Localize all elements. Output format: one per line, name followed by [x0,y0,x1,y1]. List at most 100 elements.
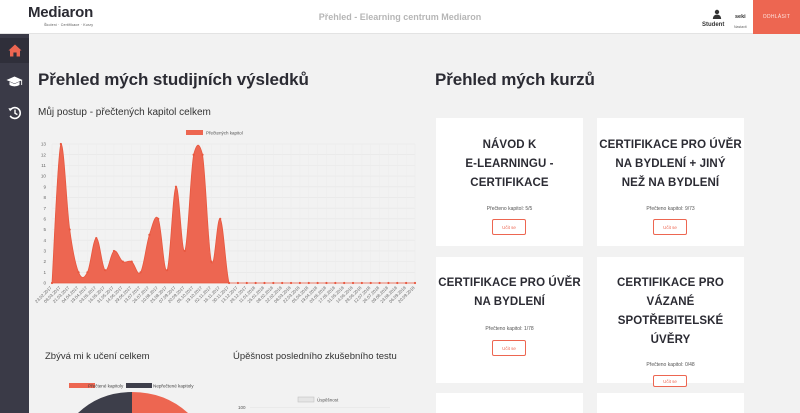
home-icon [8,44,21,57]
chart-point [351,281,355,285]
chart-point [369,281,372,285]
y-tick-label: 1 [43,270,46,275]
chart-point [201,153,204,156]
sidebar-item-home[interactable] [0,38,29,63]
y-tick-label: 5 [43,227,46,232]
bar-legend-swatch [297,396,315,403]
chart-point [121,260,124,263]
user-settings-link[interactable]: Nastavit [734,25,747,29]
sidebar-item-courses[interactable] [0,69,29,94]
chart-point [139,271,142,274]
chart-point [298,281,302,285]
logo-tagline: Školení · Certifikace · Kurzy [44,23,94,27]
pie-slice-unread [78,392,132,413]
learn-button[interactable]: Učit se [492,340,526,356]
success-bar-chart: Úspěšnost 100 [238,396,390,410]
y-tick-label: 8 [43,195,46,200]
sidebar [0,34,29,413]
chart-point [281,281,284,285]
chart-point [59,142,62,146]
course-title-line: ÚVĚRY [650,334,691,346]
course-card: CERTIFIKACE PRO ÚVĚR NA BYDLENÍ + JINÝ N… [597,118,744,246]
learn-button[interactable]: Učit se [653,219,687,235]
y-tick-label: 4 [43,238,46,243]
pie-legend-unread: Nepřečtené kapitoly [153,383,194,388]
y-tick-label: 13 [41,142,47,147]
course-title-line: NEŽ NA BYDLENÍ [621,177,720,189]
sidebar-item-history[interactable] [0,100,29,125]
chart-point [174,185,178,188]
chart-point [378,281,381,285]
course-title-line: NA BYDLENÍ [474,296,545,308]
history-icon [7,106,21,119]
chart-point [95,236,98,240]
course-title-line: VÁZANÉ [646,296,695,308]
legend-swatch [186,130,203,135]
chart-point [227,281,231,285]
course-card-partial [597,393,744,413]
legend-label: Přečtených kapitol [206,131,243,136]
chart-point [405,281,408,285]
logout-button[interactable]: ODHLÁSIT [753,0,800,34]
y-tick-label: 0 [43,281,46,286]
course-progress: Přečteno kapitol: 0/48 [646,362,695,368]
success-title: Úpěšnost posledního zkušebního testu [233,351,397,362]
bar-legend-label: Úspěšnost [317,397,339,403]
user-icon[interactable] [712,9,722,19]
chart-point [157,217,160,220]
chart-point [210,260,213,263]
chart-point [148,233,151,236]
chart-point [316,281,319,285]
course-title-line: CERTIFIKACE PRO ÚVĚR [438,277,581,289]
pie-slice-read [132,392,188,413]
course-title-line: SPOTŘEBITELSKÉ [617,315,724,327]
course-title[interactable]: CERTIFIKACE PRO ÚVĚR NA BYDLENÍ [436,274,583,312]
chart-point [68,228,71,231]
learn-button[interactable]: Učit se [492,219,526,235]
chart-point [236,281,240,285]
y-tick-label: 11 [41,163,46,168]
course-title[interactable]: CERTIFIKACE PRO ÚVĚR NA BYDLENÍ + JINÝ N… [597,136,744,193]
course-title-line: CERTIFIKACE [470,177,549,189]
chart-point [77,271,80,274]
course-title-line: E-LEARNINGU - [465,158,554,170]
x-axis: 23.02.201708.03.201721.03.201704.04.2017… [34,285,416,304]
chart-point [50,281,54,285]
chart-point [112,249,116,253]
chart-legend: Přečtených kapitol [186,130,243,136]
pie-legend-read-swatch [69,383,95,388]
progress-chart-subtitle: Můj postup - přečtených kapitol celkem [38,107,211,118]
course-title-line: CERTIFIKACE PRO [617,277,724,289]
course-card: CERTIFIKACE PRO VÁZANÉ SPOTŘEBITELSKÉ ÚV… [597,257,744,387]
course-title[interactable]: CERTIFIKACE PRO VÁZANÉ SPOTŘEBITELSKÉ ÚV… [597,274,744,350]
chart-area-fill [51,143,415,284]
chart-point [307,281,310,285]
y-tick-label: 7 [43,206,46,211]
chart-point [130,260,133,263]
chart-point [289,281,293,285]
chart-point [334,281,337,285]
chart-point [245,281,248,285]
learn-button[interactable]: Učit se [653,375,687,387]
y-tick-label: 9 [43,184,46,189]
courses-heading: Přehled mých kurzů [435,70,595,89]
page-title: Přehled - Elearning centrum Mediaron [318,12,482,22]
user-name[interactable]: seki [735,14,746,20]
remaining-title: Zbývá mi k učení celkem [45,351,150,362]
course-card: NÁVOD K E-LEARNINGU - CERTIFIKACE Přečte… [436,118,583,246]
graduation-cap-icon [6,76,23,86]
course-card-partial [436,393,583,413]
bar-axis-top-tick: 100 [238,405,246,410]
chart-point [272,281,275,285]
course-title[interactable]: NÁVOD K E-LEARNINGU - CERTIFIKACE [436,136,583,193]
mediaron-logo[interactable]: Mediaron [28,4,94,21]
course-progress: Přečteno kapitol: 5/5 [486,206,533,212]
pie-legend-unread-swatch [126,383,152,388]
course-progress: Přečteno kapitol: 1/78 [485,326,534,332]
user-role[interactable]: Student [702,22,725,28]
y-tick-label: 2 [43,259,46,264]
y-tick-label: 6 [43,216,46,221]
